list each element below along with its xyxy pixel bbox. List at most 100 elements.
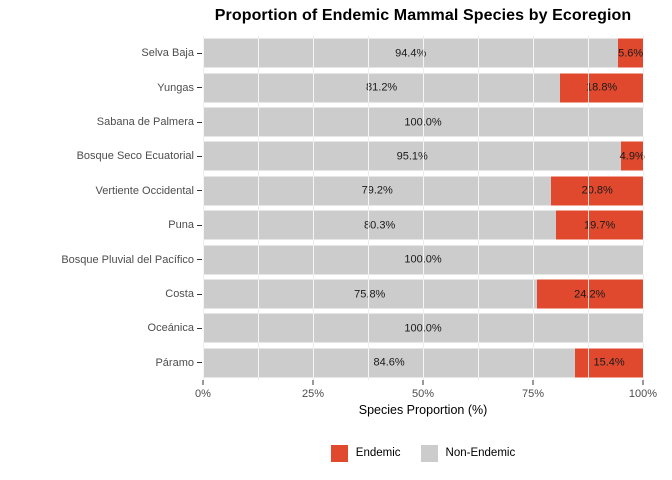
category-label: Bosque Seco Ecuatorial xyxy=(76,150,194,163)
bar-row: 100.0% xyxy=(203,242,643,276)
x-axis-title: Species Proportion (%) xyxy=(358,403,488,417)
y-tick xyxy=(197,52,202,54)
bar-segment-non-endemic: 84.6% xyxy=(203,348,576,378)
category-label: Puna xyxy=(168,219,194,232)
bar-row: 79.2% 20.8% xyxy=(203,174,643,208)
category-row: Costa xyxy=(0,277,202,311)
legend-item: Non-Endemic xyxy=(420,444,516,462)
y-tick xyxy=(197,224,202,226)
bar-segment-endemic: 18.8% xyxy=(560,73,643,103)
category-label: Oceánica xyxy=(147,322,194,335)
bar-row: 100.0% xyxy=(203,105,643,139)
stacked-bar: 100.0% xyxy=(203,313,643,343)
category-row: Páramo xyxy=(0,346,202,380)
y-tick xyxy=(197,293,202,295)
x-tick-label: 75% xyxy=(521,388,545,400)
bar-segment-non-endemic: 100.0% xyxy=(203,107,643,137)
bar-value-label: 100.0% xyxy=(404,116,442,129)
bar-value-label: 19.7% xyxy=(584,219,616,232)
y-tick xyxy=(197,362,202,364)
bar-segment-non-endemic: 95.1% xyxy=(203,141,622,171)
category-label: Páramo xyxy=(155,356,194,369)
x-tick-label: 100% xyxy=(628,388,658,400)
bar-segment-non-endemic: 94.4% xyxy=(203,38,619,68)
stacked-bar: 100.0% xyxy=(203,245,643,275)
bar-segment-non-endemic: 80.3% xyxy=(203,210,557,240)
stacked-bar: 100.0% xyxy=(203,107,643,137)
chart-title: Proportion of Endemic Mammal Species by … xyxy=(214,7,632,24)
bar-value-label: 20.8% xyxy=(581,184,613,197)
x-tick xyxy=(642,380,644,385)
y-tick xyxy=(197,155,202,157)
plot-panel: 94.4% 5.6% 81.2% 18.8% 100.0% 95.1% 4.9% 79.2% 2… xyxy=(203,36,645,380)
bar-value-label: 79.2% xyxy=(361,184,393,197)
stacked-bar: 95.1% 4.9% xyxy=(203,141,645,171)
stacked-bar: 75.8% 24.2% xyxy=(203,279,643,309)
bar-segment-non-endemic: 100.0% xyxy=(203,313,643,343)
y-tick xyxy=(197,121,202,123)
bar-value-label: 18.8% xyxy=(586,81,618,94)
x-axis-tick-labels: 0% 25% 50% 75% 100% xyxy=(195,388,657,402)
x-tick xyxy=(312,380,314,385)
bar-value-label: 5.6% xyxy=(618,47,644,60)
bar-rows: 94.4% 5.6% 81.2% 18.8% 100.0% 95.1% 4.9% 79.2% 2… xyxy=(203,36,645,380)
bar-row: 80.3% 19.7% xyxy=(203,208,643,242)
category-label: Bosque Pluvial del Pacífico xyxy=(61,253,194,266)
bar-value-label: 84.6% xyxy=(373,356,405,369)
bar-segment-endemic: 24.2% xyxy=(536,279,643,309)
bar-segment-endemic: 19.7% xyxy=(556,210,643,240)
bar-segment-non-endemic: 81.2% xyxy=(203,73,561,103)
stacked-bar: 79.2% 20.8% xyxy=(203,176,643,206)
y-tick xyxy=(197,259,202,261)
bar-segment-non-endemic: 79.2% xyxy=(203,176,552,206)
bar-value-label: 80.3% xyxy=(364,219,396,232)
bar-segment-endemic: 20.8% xyxy=(551,176,643,206)
stacked-bar: 80.3% 19.7% xyxy=(203,210,643,240)
x-tick-label: 25% xyxy=(301,388,325,400)
category-label: Vertiente Occidental xyxy=(95,184,194,197)
x-tick xyxy=(422,380,424,385)
bar-row: 95.1% 4.9% xyxy=(203,139,645,173)
bar-segment-endemic: 5.6% xyxy=(618,38,644,68)
legend: Endemic Non-Endemic xyxy=(203,443,643,463)
category-row: Sabana de Palmera xyxy=(0,105,202,139)
category-row: Oceánica xyxy=(0,311,202,345)
bar-value-label: 100.0% xyxy=(404,253,442,266)
bar-value-label: 24.2% xyxy=(574,288,606,301)
legend-label: Non-Endemic xyxy=(445,447,516,459)
y-tick xyxy=(197,87,202,89)
y-axis: Selva Baja Yungas Sabana de Palmera Bosque … xyxy=(0,36,202,380)
legend-label: Endemic xyxy=(355,447,401,459)
x-axis-ticks xyxy=(202,380,644,385)
bar-segment-non-endemic: 75.8% xyxy=(203,279,537,309)
bar-row: 100.0% xyxy=(203,311,643,345)
bar-value-label: 81.2% xyxy=(366,81,398,94)
category-label: Sabana de Palmera xyxy=(96,116,194,129)
bar-row: 81.2% 18.8% xyxy=(203,70,643,104)
legend-item: Endemic xyxy=(330,444,401,462)
bar-value-label: 15.4% xyxy=(593,356,625,369)
category-row: Puna xyxy=(0,208,202,242)
category-label: Selva Baja xyxy=(141,47,194,60)
legend-swatch-non-endemic xyxy=(420,444,438,462)
x-tick xyxy=(532,380,534,385)
category-row: Bosque Pluvial del Pacífico xyxy=(0,242,202,276)
x-tick-label: 50% xyxy=(411,388,435,400)
bar-segment-endemic: 4.9% xyxy=(620,141,645,171)
category-row: Selva Baja xyxy=(0,36,202,70)
x-tick xyxy=(202,380,204,385)
category-label: Yungas xyxy=(157,81,194,94)
bar-segment-endemic: 15.4% xyxy=(575,348,643,378)
category-label: Costa xyxy=(165,288,194,301)
category-row: Yungas xyxy=(0,70,202,104)
bar-value-label: 95.1% xyxy=(396,150,428,163)
bar-value-label: 94.4% xyxy=(395,47,427,60)
stacked-bar: 81.2% 18.8% xyxy=(203,73,643,103)
bar-value-label: 75.8% xyxy=(354,288,386,301)
stacked-bar: 84.6% 15.4% xyxy=(203,348,643,378)
y-tick xyxy=(197,327,202,329)
legend-swatch-endemic xyxy=(330,444,348,462)
y-tick xyxy=(197,190,202,192)
bar-row: 94.4% 5.6% xyxy=(203,36,643,70)
